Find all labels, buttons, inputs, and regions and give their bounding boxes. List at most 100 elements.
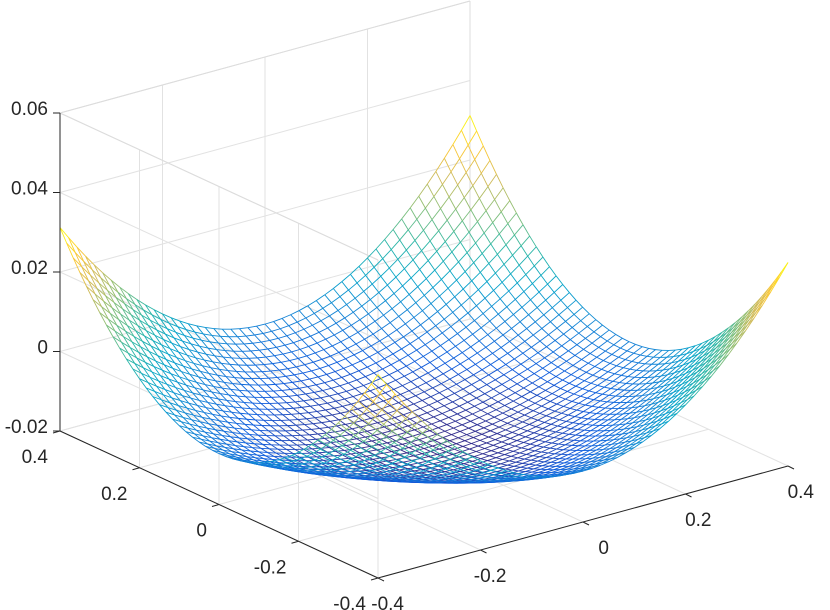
- mesh-segment: [684, 356, 692, 360]
- mesh-segment: [653, 405, 664, 414]
- mesh-segment: [446, 345, 456, 353]
- mesh-segment: [630, 383, 640, 391]
- mesh-segment: [470, 474, 478, 478]
- mesh-segment: [344, 408, 352, 417]
- mesh-segment: [560, 433, 570, 440]
- mesh-segment: [282, 353, 290, 361]
- mesh-segment: [190, 397, 200, 401]
- mesh-segment: [242, 428, 252, 431]
- mesh-segment: [170, 373, 180, 378]
- mesh-segment: [576, 409, 584, 412]
- mesh-segment: [416, 344, 426, 351]
- mesh-segment: [490, 467, 498, 471]
- mesh-segment: [510, 438, 518, 441]
- mesh-segment: [192, 392, 202, 396]
- mesh-segment: [538, 386, 546, 391]
- mesh-segment: [377, 347, 387, 353]
- mesh-segment: [427, 478, 437, 481]
- mesh-segment: [542, 423, 552, 430]
- mesh-segment: [612, 424, 620, 426]
- mesh-segment: [345, 460, 355, 466]
- mesh-segment: [228, 440, 238, 443]
- mesh-segment: [514, 387, 524, 394]
- mesh-segment: [149, 376, 157, 387]
- mesh-segment: [349, 469, 357, 473]
- mesh-segment: [397, 259, 405, 269]
- mesh-segment: [240, 433, 250, 435]
- mesh-segment: [347, 415, 356, 419]
- mesh-segment: [284, 407, 294, 410]
- mesh-segment: [567, 385, 577, 392]
- mesh-segment: [475, 232, 485, 244]
- mesh-segment: [474, 453, 483, 457]
- mesh-segment: [610, 388, 618, 390]
- mesh-segment: [633, 400, 641, 403]
- mesh-segment: [695, 350, 705, 360]
- mesh-segment: [417, 442, 427, 446]
- mesh-segment: [390, 239, 401, 250]
- mesh-segment: [391, 449, 401, 452]
- mesh-segment: [537, 346, 547, 354]
- mesh-segment: [463, 340, 472, 348]
- mesh-segment: [341, 377, 349, 384]
- mesh-segment: [613, 433, 623, 441]
- mesh-segment: [648, 347, 656, 351]
- mesh-segment: [639, 377, 649, 385]
- mesh-segment: [333, 454, 343, 457]
- mesh-segment: [315, 382, 325, 386]
- mesh-segment: [341, 434, 351, 437]
- mesh-segment: [237, 395, 246, 398]
- mesh-segment: [665, 405, 675, 414]
- mesh-segment: [705, 352, 715, 364]
- mesh-segment: [461, 424, 469, 429]
- mesh-segment: [96, 288, 104, 302]
- mesh-segment: [568, 429, 578, 435]
- mesh-segment: [318, 332, 326, 340]
- mesh-segment: [291, 451, 299, 456]
- mesh-segment: [495, 405, 505, 411]
- mesh-segment: [638, 362, 646, 365]
- mesh-segment: [355, 413, 365, 417]
- mesh-segment: [577, 429, 585, 431]
- mesh-segment: [134, 363, 142, 374]
- mesh-segment: [328, 425, 337, 428]
- mesh-segment: [330, 442, 338, 447]
- mesh-segment: [497, 397, 507, 403]
- mesh-segment: [383, 451, 392, 454]
- mesh-segment: [262, 444, 270, 450]
- mesh-segment: [372, 333, 381, 342]
- mesh-segment: [215, 380, 225, 383]
- mesh-segment: [445, 296, 455, 305]
- mesh-segment: [539, 452, 549, 458]
- mesh-segment: [261, 425, 269, 432]
- mesh-segment: [353, 464, 361, 469]
- mesh-segment: [94, 293, 104, 302]
- mesh-segment: [474, 159, 482, 174]
- mesh-segment: [553, 379, 563, 386]
- mesh-segment: [334, 429, 344, 433]
- mesh-segment: [346, 443, 355, 446]
- mesh-segment: [275, 383, 284, 385]
- mesh-segment: [708, 336, 716, 341]
- mesh-segment: [253, 424, 261, 431]
- mesh-segment: [558, 391, 568, 397]
- mesh-segment: [169, 348, 177, 358]
- mesh-segment: [450, 171, 459, 186]
- mesh-segment: [176, 357, 186, 362]
- mesh-segment: [496, 429, 506, 434]
- mesh-segment: [551, 442, 559, 445]
- mesh-segment: [219, 393, 228, 401]
- mesh-segment: [442, 434, 452, 438]
- mesh-segment: [368, 356, 377, 364]
- mesh-segment: [407, 229, 416, 241]
- mesh-segment: [544, 461, 551, 463]
- mesh-segment: [455, 475, 465, 479]
- mesh-segment: [620, 437, 627, 440]
- mesh-segment: [478, 289, 486, 299]
- mesh-segment: [167, 407, 175, 416]
- mesh-segment: [563, 327, 573, 335]
- mesh-segment: [290, 314, 298, 323]
- mesh-segment: [539, 412, 547, 417]
- mesh-segment: [531, 434, 541, 440]
- mesh-segment: [548, 327, 558, 336]
